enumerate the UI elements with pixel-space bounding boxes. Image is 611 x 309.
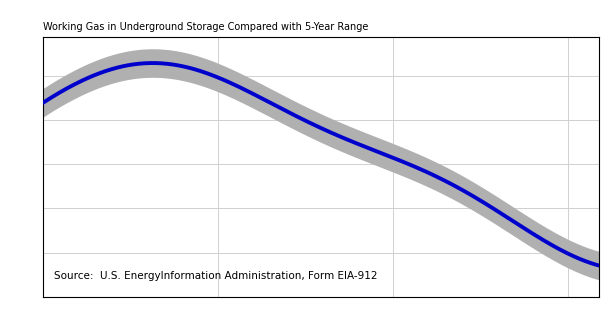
- Text: Working Gas in Underground Storage Compared with 5-Year Range: Working Gas in Underground Storage Compa…: [43, 22, 368, 32]
- Text: Source:  U.S. EnergyInformation Administration, Form EIA-912: Source: U.S. EnergyInformation Administr…: [54, 271, 378, 281]
